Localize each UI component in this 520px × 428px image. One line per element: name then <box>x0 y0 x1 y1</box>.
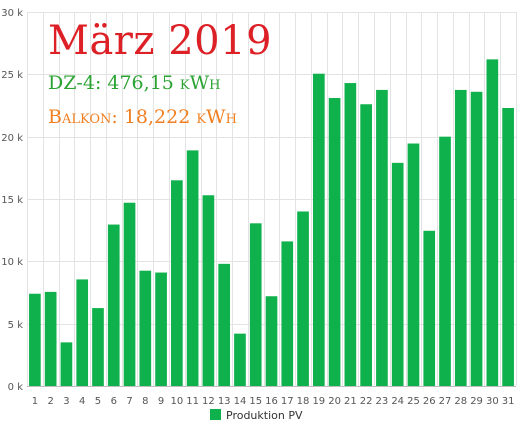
bar <box>391 162 404 386</box>
x-tick-label: 2 <box>47 396 53 407</box>
bar <box>92 308 104 386</box>
bar <box>312 73 325 387</box>
annotation-dz4-yield: DZ-4: 476,15 kWh <box>48 72 221 94</box>
x-tick-label: 16 <box>265 396 278 407</box>
x-tick-label: 3 <box>63 396 69 407</box>
bar <box>502 107 514 387</box>
x-tick-label: 27 <box>439 396 452 407</box>
chart-title: März 2019 <box>48 18 273 64</box>
y-tick-label: 5 k <box>8 320 24 331</box>
bar <box>139 270 152 386</box>
x-tick-label: 6 <box>111 396 117 407</box>
bar <box>265 296 278 386</box>
x-tick-label: 9 <box>158 396 164 407</box>
x-tick-label: 19 <box>312 396 325 407</box>
legend-swatch[interactable] <box>210 409 221 420</box>
bar <box>76 279 89 386</box>
x-tick-label: 25 <box>407 396 420 407</box>
x-tick-label: 17 <box>281 396 294 407</box>
bar <box>344 83 357 386</box>
bar <box>218 263 231 386</box>
bar <box>360 104 372 386</box>
bar <box>155 272 167 386</box>
bar <box>234 333 246 386</box>
annotation-balkon-yield: Balkon: 18,222 kWh <box>48 106 237 128</box>
bar <box>439 136 451 386</box>
x-tick-label: 18 <box>297 396 310 407</box>
x-tick-label: 23 <box>376 396 389 407</box>
x-tick-label: 22 <box>360 396 373 407</box>
x-tick-label: 24 <box>391 396 404 407</box>
bar <box>60 342 73 386</box>
bar <box>249 223 262 386</box>
x-tick-label: 15 <box>249 396 262 407</box>
bar <box>107 224 120 386</box>
y-tick-label: 30 k <box>1 8 23 19</box>
y-tick-label: 10 k <box>1 257 23 268</box>
legend-label[interactable]: Produktion PV <box>226 409 303 422</box>
axes: 0 k5 k10 k15 k20 k25 k30 k1 2 3 4 5 6 7 8 9 10 11 1… <box>1 8 516 407</box>
x-tick-label: 7 <box>126 396 132 407</box>
x-tick-label: 5 <box>95 396 101 407</box>
x-tick-label: 11 <box>186 396 199 407</box>
bar-series-produktion-pv <box>29 59 514 387</box>
bar <box>202 195 215 386</box>
y-tick-label: 15 k <box>1 195 23 206</box>
bar <box>454 89 467 387</box>
x-tick-label: 8 <box>142 396 148 407</box>
bar <box>328 98 341 387</box>
x-tick-label: 26 <box>423 396 436 407</box>
bar <box>281 241 294 386</box>
y-tick-label: 20 k <box>1 133 23 144</box>
x-tick-label: 21 <box>344 396 357 407</box>
bar <box>407 143 420 386</box>
x-tick-label: 31 <box>502 396 515 407</box>
bar <box>29 293 41 386</box>
bar <box>123 202 136 386</box>
bar <box>470 91 483 386</box>
x-tick-label: 4 <box>79 396 85 407</box>
bar <box>297 211 309 386</box>
y-tick-label: 0 k <box>8 382 24 393</box>
x-tick-label: 12 <box>202 396 215 407</box>
x-tick-label: 29 <box>470 396 483 407</box>
x-tick-label: 13 <box>218 396 231 407</box>
x-tick-label: 28 <box>454 396 467 407</box>
bar <box>171 180 183 386</box>
y-tick-label: 25 k <box>1 70 23 81</box>
bar <box>376 89 388 387</box>
legend[interactable]: Produktion PV <box>210 409 303 422</box>
bar <box>423 230 436 386</box>
bar <box>44 291 57 386</box>
x-tick-label: 20 <box>328 396 341 407</box>
bar <box>486 59 499 387</box>
x-tick-label: 1 <box>32 396 38 407</box>
x-tick-label: 10 <box>170 396 183 407</box>
grid-lines <box>27 12 517 387</box>
bar <box>186 150 199 386</box>
x-tick-label: 30 <box>486 396 499 407</box>
x-tick-label: 14 <box>234 396 247 407</box>
